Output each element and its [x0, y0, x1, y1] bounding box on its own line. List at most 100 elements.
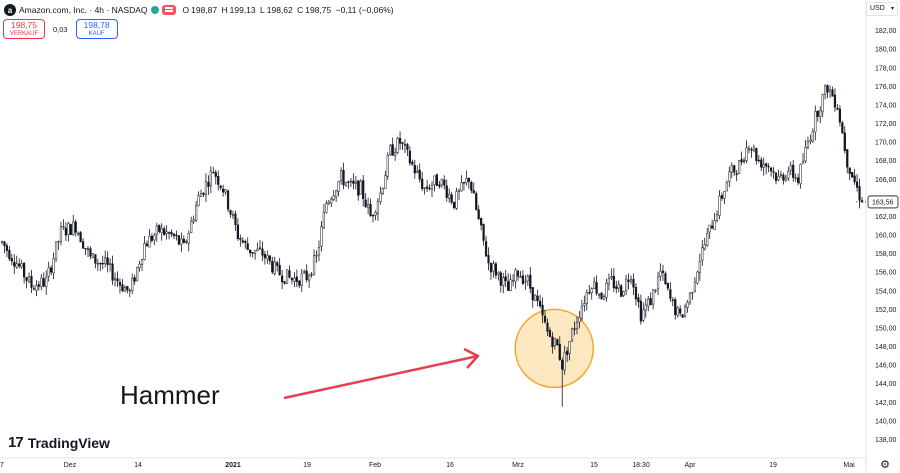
candle-body	[853, 175, 856, 183]
candle-body	[688, 292, 692, 303]
candle-body	[797, 177, 800, 183]
candle-body	[212, 171, 215, 174]
candle-body	[10, 258, 13, 262]
candle-body	[423, 187, 426, 190]
gear-icon[interactable]: ⚙	[880, 459, 890, 471]
candle-body	[271, 261, 274, 273]
candle-body	[826, 85, 829, 93]
candle-body	[760, 159, 763, 168]
visibility-icon[interactable]	[162, 5, 177, 15]
candle-body	[106, 257, 109, 266]
candle-body	[163, 228, 166, 235]
candle-body	[229, 210, 232, 215]
candles	[0, 84, 864, 407]
candle-body	[40, 277, 43, 287]
candle-body	[234, 213, 237, 225]
candle-body	[406, 144, 409, 150]
candle-body	[167, 232, 171, 234]
candle-body	[367, 204, 370, 209]
candle-body	[155, 225, 158, 235]
candle-body	[202, 192, 205, 195]
candle-body	[165, 231, 168, 234]
candle-body	[465, 178, 468, 183]
hammer-highlight-circle	[514, 308, 594, 389]
tradingview-mark-icon: 17	[8, 434, 24, 451]
candle-body	[261, 248, 264, 256]
currency-selector[interactable]: USD ▾	[866, 2, 898, 16]
candle-body	[492, 263, 495, 272]
candle-body	[359, 181, 362, 195]
candle-body	[413, 165, 416, 174]
low-label: L	[260, 5, 265, 15]
candle-body	[0, 241, 4, 243]
candle-body	[521, 275, 525, 284]
candle-body	[747, 148, 751, 150]
time-tick-label: 15	[590, 462, 598, 469]
candle-body	[799, 164, 802, 184]
candle-body	[332, 195, 335, 200]
candle-body	[369, 204, 372, 217]
candle-body	[487, 255, 490, 264]
candle-body	[499, 272, 502, 286]
candle-body	[593, 281, 596, 289]
candle-body	[190, 220, 193, 233]
candle-body	[325, 203, 328, 213]
price-tick-label: 146,00	[875, 363, 897, 370]
candle-body	[519, 276, 522, 278]
candle-body	[177, 235, 181, 245]
candle-body	[335, 190, 338, 198]
price-tick-label: 144,00	[875, 381, 897, 388]
candle-body	[450, 194, 453, 203]
candle-body	[72, 221, 75, 235]
symbol-name[interactable]: Amazon.com, Inc. · 4h · NASDAQ	[19, 5, 148, 15]
price-tick-label: 158,00	[875, 251, 897, 258]
candle-body	[430, 184, 434, 190]
candle-body	[539, 300, 542, 307]
candle-body	[767, 165, 770, 168]
candle-body	[625, 278, 628, 292]
candle-body	[511, 280, 515, 282]
candle-body	[740, 159, 743, 163]
price-axis[interactable]: 138,00 140,00 142,00 144,00 146,00 148,00 150,…	[865, 0, 897, 473]
candle-body	[730, 165, 733, 173]
price-tick-label: 170,00	[875, 140, 897, 147]
price-tick-label: 174,00	[875, 102, 897, 109]
buy-button[interactable]: 198,78 KAUF	[75, 19, 118, 39]
candle-body	[509, 279, 512, 291]
candle-body	[708, 224, 711, 233]
candle-body	[472, 190, 475, 194]
annotation-arrow-line	[283, 354, 479, 400]
candle-body	[475, 193, 478, 210]
candle-body	[69, 224, 72, 236]
candle-body	[632, 279, 635, 288]
candle-body	[219, 185, 222, 188]
candle-body	[403, 144, 407, 146]
time-axis[interactable]: 17 Dez 14 2021 19 Feb 16 Mrz 15 18:30 Apr 19 Mai	[0, 457, 866, 469]
price-tick-label: 168,00	[875, 158, 897, 165]
candle-body	[136, 267, 139, 281]
candle-body	[371, 214, 375, 217]
time-tick-label: 17	[0, 462, 4, 469]
candle-body	[851, 172, 854, 178]
candle-body	[347, 181, 350, 183]
sell-button[interactable]: 198,75 VERKAUF	[3, 19, 45, 39]
candle-body	[806, 141, 810, 148]
candle-body	[140, 259, 144, 265]
candle-body	[693, 281, 697, 292]
candle-body	[686, 302, 689, 308]
candle-body	[597, 294, 601, 296]
candle-body	[295, 276, 298, 282]
candle-body	[848, 167, 851, 174]
candle-body	[570, 328, 574, 341]
candle-body	[649, 298, 652, 306]
candle-body	[310, 274, 313, 276]
candle-body	[551, 336, 554, 348]
price-tick-label: 176,00	[875, 84, 897, 91]
trade-buttons: 198,75 VERKAUF 0,03 198,78 KAUF	[3, 19, 118, 39]
candle-body	[394, 152, 397, 156]
candle-body	[153, 234, 156, 241]
candle-body	[131, 278, 134, 292]
price-tick-label: 138,00	[875, 437, 897, 444]
tradingview-logo[interactable]: 17 TradingView	[8, 434, 110, 451]
